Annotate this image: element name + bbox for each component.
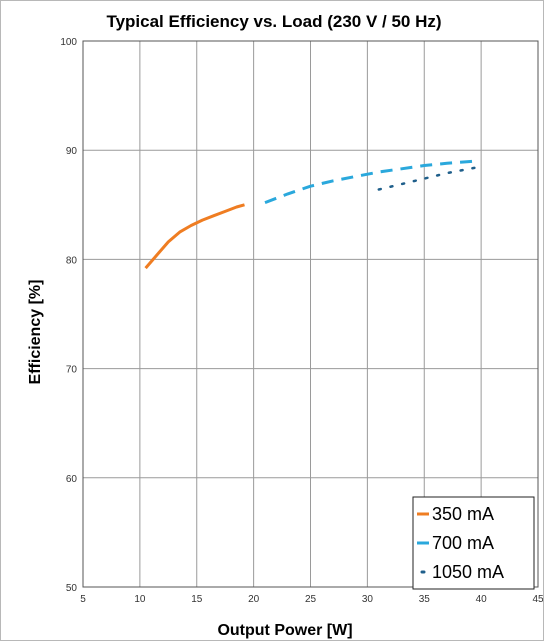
legend: 350 mA 700 mA 1050 mA	[412, 496, 535, 590]
y-tick-label: 50	[66, 583, 78, 594]
x-tick-label: 15	[191, 594, 203, 605]
legend-label: 350 mA	[432, 504, 494, 524]
x-tick-label: 20	[248, 594, 260, 605]
x-tick-label: 45	[532, 594, 543, 605]
plot-area-border	[82, 40, 539, 588]
y-tick-label: 70	[66, 365, 78, 376]
y-tick-label: 80	[66, 255, 78, 266]
x-axis-label: Output Power [W]	[217, 622, 352, 639]
x-tick-label: 5	[80, 594, 86, 605]
y-tick-label: 60	[66, 474, 78, 485]
x-tick-label: 40	[476, 594, 488, 605]
y-tick-label: 100	[60, 37, 77, 48]
y-tick-label: 90	[66, 146, 78, 157]
gridlines	[82, 40, 539, 588]
x-tick-label: 30	[362, 594, 374, 605]
y-axis-label: Efficiency [%]	[27, 280, 44, 385]
legend-label: 700 mA	[432, 533, 494, 553]
tick-labels: 5 10 15 20 25 30 35 40 45 50 60 70 80 90 100	[60, 37, 543, 605]
series-line-350-ma	[144, 203, 245, 270]
series-line-700-ma	[264, 159, 476, 205]
x-tick-label: 25	[305, 594, 317, 605]
legend-box	[412, 496, 535, 590]
series-line-1050-ma	[377, 166, 477, 191]
x-tick-label: 35	[419, 594, 431, 605]
series-lines	[144, 159, 477, 270]
x-tick-label: 10	[134, 594, 146, 605]
chart-title: Typical Efficiency vs. Load (230 V / 50 …	[106, 12, 441, 31]
legend-label: 1050 mA	[432, 562, 504, 582]
